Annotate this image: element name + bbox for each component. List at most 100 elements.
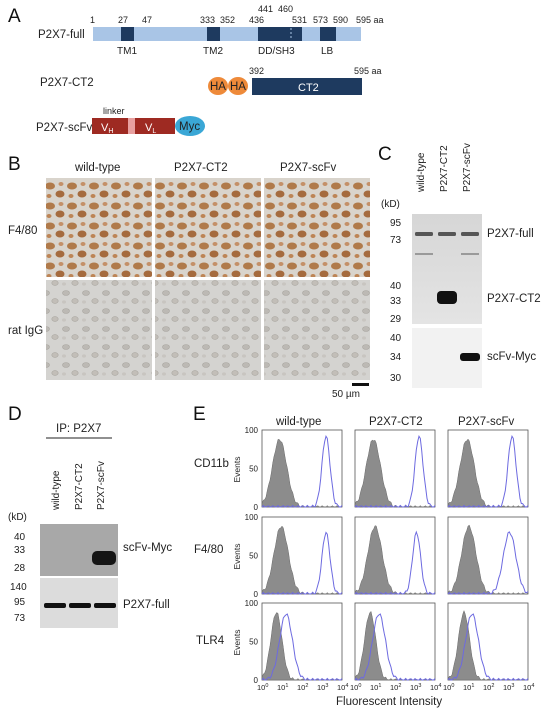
flow-y-tick: 50 [249, 552, 258, 561]
micrograph-igg-wildtype [46, 280, 152, 380]
vl-label: VL [145, 122, 156, 135]
stain-histogram [447, 531, 529, 595]
c-marker-73: 73 [390, 235, 402, 246]
d-label-scfv: scFv-Myc [123, 542, 172, 554]
c-lane-ct2: P2X7-CT2 [439, 145, 450, 192]
full-construct-name: P2X7-full [38, 29, 85, 41]
micrograph-f480-scfv [264, 178, 370, 277]
scale-bar-label: 50 µm [332, 389, 360, 400]
e-x-axis-label: Fluorescent Intensity [336, 696, 442, 708]
dd-sh3-label: DD/SH3 [258, 46, 295, 57]
stain-histogram [447, 613, 529, 681]
vh-segment [92, 118, 128, 134]
b-col-wildtype: wild-type [74, 162, 120, 174]
tm1-domain [121, 27, 134, 41]
flow-y-axis-label: Events [232, 630, 242, 656]
d-marker-95: 95 [14, 597, 26, 608]
d-band-scfv-myc [92, 551, 116, 565]
d-marker-73: 73 [14, 613, 26, 624]
b-row-ratigg: rat IgG [8, 325, 43, 337]
c-kd-label: (kD) [381, 199, 400, 210]
vh-label: VH [101, 122, 113, 135]
c-marker-34: 34 [390, 352, 402, 363]
flow-x-tick: 103 [317, 683, 328, 692]
ct2-body-bar [252, 78, 362, 95]
aa-436: 436 [249, 15, 264, 25]
ct2-construct-name: P2X7-CT2 [40, 77, 94, 89]
micrograph-f480-ct2 [155, 178, 261, 277]
c-marker-29: 29 [390, 314, 402, 325]
panel-b-letter: B [8, 154, 21, 175]
flow-y-tick: 0 [254, 590, 259, 599]
flow-x-tick: 103 [503, 683, 514, 692]
aa-27: 27 [118, 15, 128, 25]
e-row-cd11b: CD11b [194, 458, 229, 470]
ct2-body-label: CT2 [298, 82, 319, 94]
flow-x-tick: 100 [257, 683, 268, 692]
flow-y-axis-label: Events [232, 544, 242, 570]
isotype-histogram [354, 525, 436, 595]
panel-e-letter: E [193, 404, 206, 425]
stain-histogram [354, 435, 436, 508]
e-col-scfv: P2X7-scFv [458, 416, 514, 428]
stain-histogram [354, 613, 436, 681]
isotype-histogram [354, 439, 436, 508]
scfv-construct-name: P2X7-scFv [36, 122, 92, 134]
linker-segment [128, 118, 135, 134]
b-row-f480: F4/80 [8, 225, 37, 237]
lb-label: LB [321, 46, 334, 57]
d-marker-140: 140 [10, 582, 27, 593]
flow-y-tick: 0 [254, 676, 259, 685]
flow-x-tick: 101 [463, 683, 474, 692]
c-band-full-scfv [461, 232, 479, 236]
c-band-faint-wt [415, 253, 433, 255]
d-marker-33: 33 [14, 545, 26, 556]
c-band-scfv-myc [460, 353, 480, 361]
stain-histogram [261, 435, 343, 508]
isotype-histogram [447, 524, 529, 595]
c-band-full-wt [415, 232, 433, 236]
flow-x-tick: 102 [297, 683, 308, 692]
d-marker-40: 40 [14, 532, 26, 543]
ha-tag-1-label: HA [210, 81, 226, 93]
isotype-histogram [261, 525, 343, 595]
micrograph-f480-wildtype [46, 178, 152, 277]
flow-x-tick: 100 [350, 683, 361, 692]
stain-histogram [261, 531, 343, 595]
tm2-domain [207, 27, 220, 41]
c-band-faint-scfv [461, 253, 479, 255]
b-col-scfv: P2X7-scFv [280, 162, 336, 174]
lb-domain [320, 27, 336, 41]
dd-sh3-domain [258, 27, 302, 41]
flow-y-tick: 0 [254, 503, 259, 512]
c-marker-33: 33 [390, 296, 402, 307]
d-band-full-ct2 [69, 603, 91, 608]
flow-y-tick: 100 [245, 599, 259, 608]
c-band-ct2 [437, 291, 457, 304]
aa-460: 460 [278, 4, 293, 14]
tm2-label: TM2 [203, 46, 223, 57]
d-lane-wildtype: wild-type [51, 470, 62, 511]
c-marker-95: 95 [390, 218, 402, 229]
scale-bar [352, 383, 369, 386]
panel-d-letter: D [8, 404, 22, 425]
flow-x-tick: 102 [483, 683, 494, 692]
panel-c-letter: C [378, 144, 392, 165]
aa-1: 1 [90, 15, 95, 25]
d-ip-label: IP: P2X7 [56, 423, 101, 435]
flow-x-tick: 102 [390, 683, 401, 692]
flow-y-axis-label: Events [232, 457, 242, 483]
c-lane-wildtype: wild-type [416, 152, 427, 193]
ha-tag-2-label: HA [230, 81, 246, 93]
flow-y-tick: 50 [249, 465, 258, 474]
flow-x-tick: 103 [410, 683, 421, 692]
ha-tag-2 [228, 77, 248, 95]
b-col-ct2: P2X7-CT2 [174, 162, 228, 174]
flow-x-tick: 101 [277, 683, 288, 692]
c-marker-40b: 40 [390, 333, 402, 344]
flow-x-tick: 104 [337, 683, 348, 692]
d-kd-label: (kD) [8, 512, 27, 523]
flow-x-tick: 100 [443, 683, 454, 692]
aa-531: 531 [292, 15, 307, 25]
